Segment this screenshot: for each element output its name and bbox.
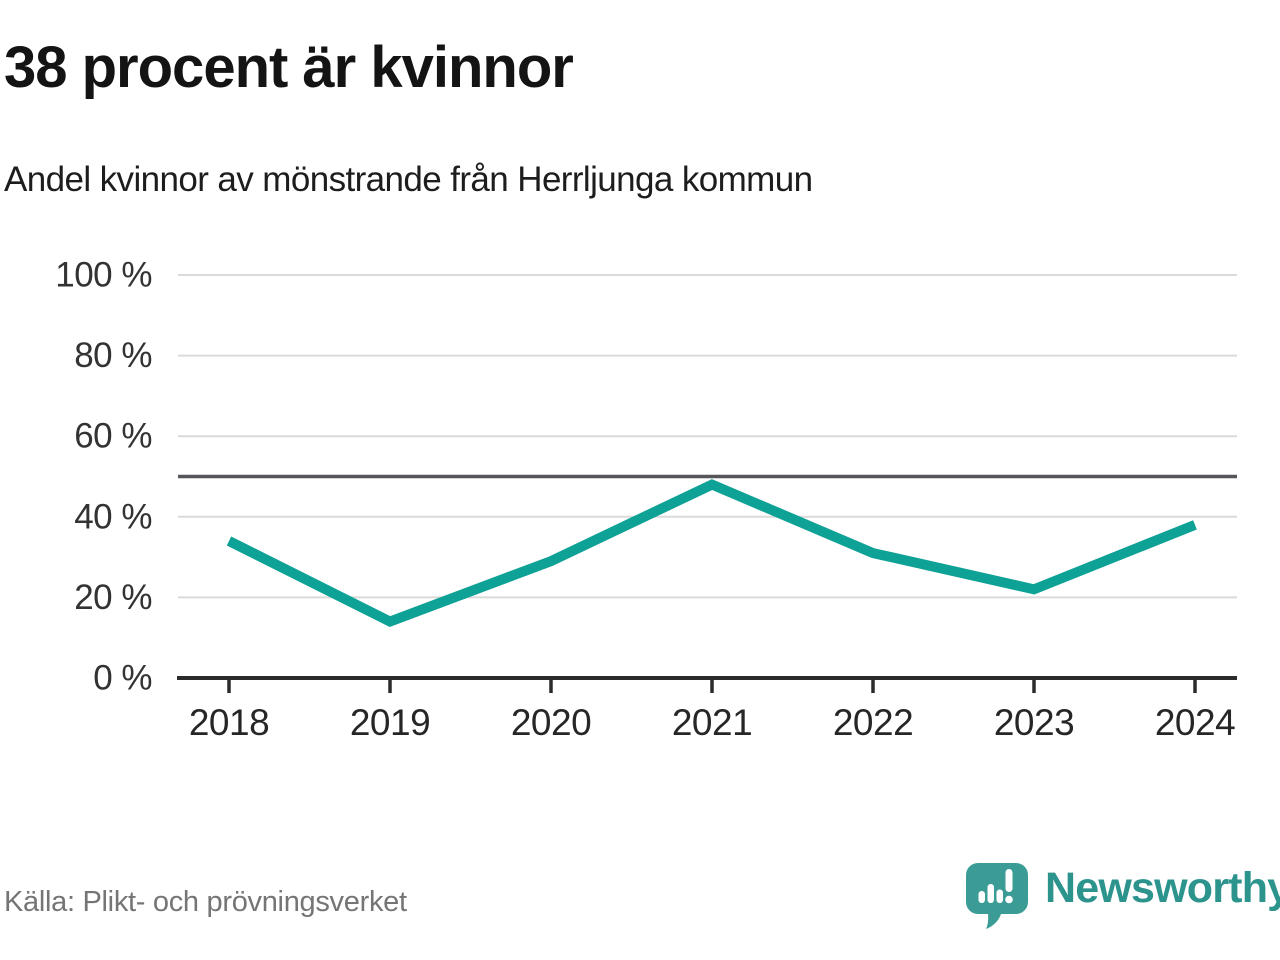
source-note: Källa: Plikt- och prövningsverket [4, 886, 407, 918]
x-tick-label: 2019 [350, 702, 430, 743]
y-tick-label: 0 % [93, 659, 152, 698]
y-tick-label: 20 % [74, 578, 152, 617]
x-tick-label: 2024 [1155, 702, 1235, 743]
newsworthy-logo: Newsworthy [963, 860, 1280, 934]
y-tick-label: 100 % [55, 256, 152, 295]
line-chart: 0 % 20 % 40 % 60 % 80 % 100 % 2018 2019 2020 2021… [55, 256, 1237, 743]
y-tick-label: 40 % [74, 497, 152, 536]
x-tick-label: 2023 [994, 702, 1074, 743]
y-tick-label: 60 % [74, 417, 152, 456]
logo-bubble-icon [963, 860, 1031, 934]
chart-subtitle: Andel kvinnor av mönstrande från Herrlju… [4, 160, 813, 199]
x-tick-label: 2021 [672, 702, 752, 743]
data-line [226, 479, 1197, 628]
x-tick-label: 2022 [833, 702, 913, 743]
y-tick-label: 80 % [74, 336, 152, 375]
brand-name: Newsworthy [1045, 864, 1280, 912]
x-tick-label: 2020 [511, 702, 591, 743]
x-tick-label: 2018 [189, 702, 269, 743]
chart-title: 38 procent är kvinnor [4, 35, 574, 100]
